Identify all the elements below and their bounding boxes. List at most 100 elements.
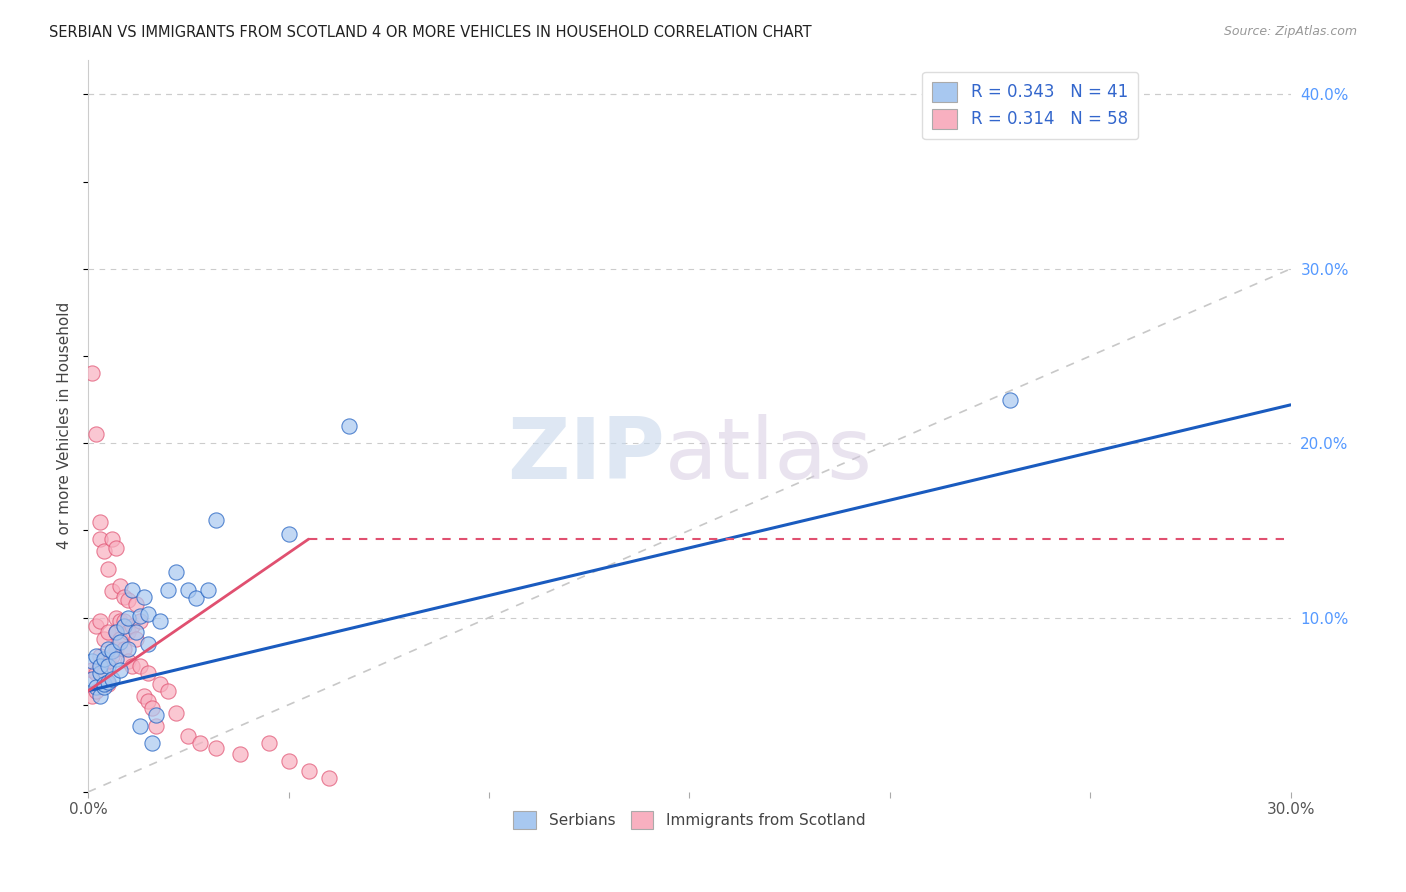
Point (89, 689, 111, 703)
Point (129, 659, 152, 673)
Point (125, 632, 148, 646)
Point (134, 590, 156, 604)
Point (82, 689, 104, 703)
Point (121, 659, 143, 673)
Point (97, 654, 120, 668)
Point (141, 701, 163, 715)
Point (101, 644, 124, 658)
Point (101, 672, 124, 686)
Point (134, 689, 156, 703)
Point (93, 681, 115, 695)
Point (97, 642, 120, 657)
Point (89, 515, 111, 529)
Point (89, 659, 111, 673)
Point (129, 608, 152, 623)
Point (84, 619, 107, 633)
Point (125, 624, 148, 639)
Point (337, 418, 360, 433)
Point (84, 666, 107, 681)
Point (82, 367, 104, 381)
Point (117, 654, 139, 668)
Point (229, 747, 252, 761)
Point (97, 677, 120, 691)
Point (121, 582, 143, 597)
Point (97, 624, 120, 639)
Point (136, 607, 159, 621)
Point (93, 654, 115, 668)
Point (145, 719, 167, 733)
Point (89, 659, 111, 673)
Point (190, 736, 212, 750)
Point (117, 610, 139, 624)
Point (129, 614, 152, 628)
Point (136, 666, 159, 681)
Point (145, 708, 167, 723)
Point (82, 663, 104, 677)
Y-axis label: 4 or more Vehicles in Household: 4 or more Vehicles in Household (58, 302, 72, 549)
Point (84, 681, 107, 695)
Point (165, 566, 187, 580)
Point (89, 614, 111, 628)
Point (110, 614, 132, 628)
Point (110, 579, 132, 593)
Point (998, 392, 1021, 407)
Point (117, 642, 139, 657)
Point (136, 637, 159, 651)
Point (105, 624, 128, 639)
Point (89, 666, 111, 681)
Text: atlas: atlas (665, 414, 873, 497)
Point (112, 590, 135, 604)
Point (277, 754, 299, 768)
Point (297, 764, 319, 778)
Point (110, 663, 132, 677)
Point (82, 654, 104, 668)
Point (97, 675, 120, 690)
Point (105, 610, 128, 624)
Point (110, 632, 132, 646)
Point (89, 532, 111, 546)
Point (105, 642, 128, 657)
Point (84, 683, 107, 698)
Point (82, 672, 104, 686)
Point (318, 771, 340, 785)
Point (136, 694, 159, 708)
Point (257, 736, 280, 750)
Point (110, 635, 132, 649)
Point (97, 659, 120, 673)
Point (105, 652, 128, 666)
Point (157, 582, 180, 597)
Point (93, 652, 115, 666)
Point (149, 614, 172, 628)
Point (93, 666, 115, 681)
Point (205, 513, 228, 527)
Point (105, 624, 128, 639)
Point (277, 527, 299, 541)
Point (186, 591, 208, 606)
Point (177, 729, 200, 743)
Point (149, 677, 172, 691)
Point (125, 597, 148, 611)
Legend: Serbians, Immigrants from Scotland: Serbians, Immigrants from Scotland (508, 805, 872, 836)
Point (89, 648, 111, 663)
Point (117, 624, 139, 639)
Point (141, 736, 163, 750)
Point (105, 541, 128, 555)
Text: ZIP: ZIP (508, 414, 665, 497)
Text: SERBIAN VS IMMIGRANTS FROM SCOTLAND 4 OR MORE VEHICLES IN HOUSEHOLD CORRELATION : SERBIAN VS IMMIGRANTS FROM SCOTLAND 4 OR… (49, 25, 811, 40)
Point (112, 619, 135, 633)
Point (101, 648, 124, 663)
Point (165, 706, 187, 721)
Point (129, 719, 152, 733)
Point (84, 648, 107, 663)
Point (101, 584, 124, 599)
Point (84, 427, 107, 442)
Text: Source: ZipAtlas.com: Source: ZipAtlas.com (1223, 25, 1357, 38)
Point (121, 619, 143, 633)
Point (197, 582, 219, 597)
Point (205, 741, 228, 756)
Point (93, 632, 115, 646)
Point (177, 582, 200, 597)
Point (97, 562, 120, 576)
Point (93, 544, 115, 558)
Point (112, 642, 135, 657)
